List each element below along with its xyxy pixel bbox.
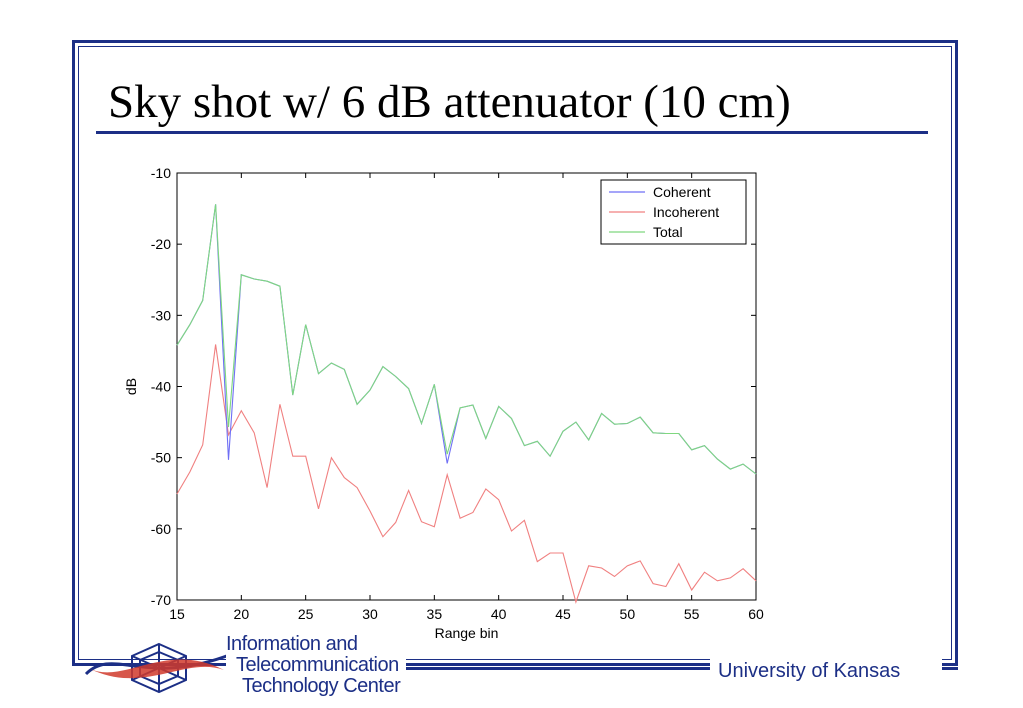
y-tick-label: -70: [151, 592, 171, 608]
slide-frame-inner: [78, 46, 952, 660]
x-tick-label: 20: [234, 606, 250, 622]
slide-title: Sky shot w/ 6 dB attenuator (10 cm): [108, 76, 791, 128]
x-tick-label: 60: [748, 606, 764, 622]
logo-line-3: Technology Center: [242, 675, 401, 697]
y-tick-label: -60: [151, 521, 171, 537]
series-line-total: [176, 204, 757, 475]
x-axis-label: Range bin: [435, 625, 499, 641]
y-tick-label: -40: [151, 379, 171, 395]
x-tick-label: 25: [298, 606, 314, 622]
legend-label-incoherent: Incoherent: [653, 204, 719, 220]
legend-label-total: Total: [653, 224, 683, 240]
footer-rule-right: [936, 667, 958, 670]
x-tick-label: 15: [169, 606, 185, 622]
y-tick-label: -50: [151, 450, 171, 466]
ittc-logo-text: Information and Telecommunication Techno…: [226, 634, 406, 697]
slide-frame-outer: [72, 40, 958, 666]
y-axis-label: dB: [123, 378, 139, 395]
series-line-incoherent: [176, 344, 757, 604]
ittc-logo-icon: [84, 642, 233, 694]
x-tick-label: 35: [427, 606, 443, 622]
x-tick-label: 55: [684, 606, 700, 622]
y-tick-label: -10: [151, 165, 171, 181]
y-tick-label: -30: [151, 307, 171, 323]
legend-label-coherent: Coherent: [653, 184, 711, 200]
x-tick-label: 50: [620, 606, 636, 622]
x-tick-label: 45: [555, 606, 571, 622]
footer-university: University of Kansas: [718, 660, 901, 682]
logo-line-2: Telecommunication: [236, 654, 399, 676]
footer-rule-left: [398, 667, 713, 670]
x-tick-label: 40: [491, 606, 507, 622]
x-tick-label: 30: [362, 606, 378, 622]
logo-line-1: Information and: [226, 633, 358, 655]
y-tick-label: -20: [151, 236, 171, 252]
footer-box: [710, 657, 942, 691]
title-underline: [96, 131, 928, 134]
